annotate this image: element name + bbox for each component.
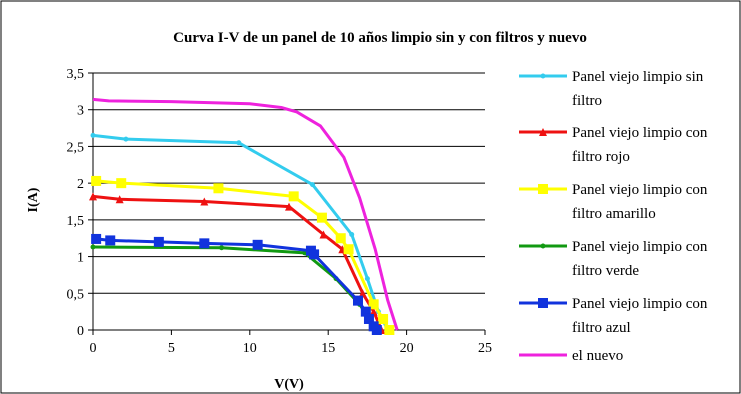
legend-label: Panel viejo limpio sin	[572, 69, 704, 85]
data-point	[319, 230, 328, 239]
legend-label-line2: filtro amarillo	[572, 206, 656, 222]
data-point	[105, 235, 116, 246]
legend-swatch-marker	[540, 243, 546, 249]
x-tick-label: 5	[168, 341, 175, 356]
data-point	[335, 233, 346, 244]
legend-label-line2: filtro	[572, 93, 602, 109]
legend-item: Panel viejo limpio con filtro rojo	[519, 125, 708, 165]
y-tick-label: 0,5	[67, 287, 85, 302]
legend-label: Panel viejo limpio con	[572, 125, 708, 141]
data-point	[310, 182, 316, 188]
data-point	[343, 244, 354, 255]
series-group	[91, 175, 395, 335]
data-point	[252, 239, 263, 250]
data-point	[349, 232, 355, 238]
legend-item: Panel viejo limpio sin filtro	[519, 69, 704, 109]
data-point	[368, 299, 379, 310]
legend-label-line2: filtro azul	[572, 320, 631, 336]
y-axis-label: I(A)	[26, 187, 41, 212]
legend-item: Panel viejo limpio con filtro verde	[519, 239, 708, 279]
data-point	[91, 233, 102, 244]
legend-label-line2: filtro rojo	[572, 149, 630, 165]
data-point	[360, 306, 371, 317]
legend-swatch-marker	[538, 184, 548, 194]
y-tick-label: 3	[77, 104, 84, 119]
legend-item: Panel viejo limpio con filtro amarillo	[519, 182, 708, 222]
y-tick-label: 2	[77, 177, 84, 192]
legend-swatch-marker	[540, 73, 546, 79]
x-tick-label: 20	[400, 341, 414, 356]
data-point	[213, 183, 224, 194]
data-point	[371, 325, 382, 335]
data-point	[89, 192, 97, 201]
data-point	[153, 236, 164, 247]
series-group	[91, 233, 382, 335]
series-group	[92, 97, 399, 331]
x-axis-label: V(V)	[274, 377, 304, 392]
data-point	[219, 245, 225, 251]
data-point	[378, 313, 389, 324]
data-point	[115, 195, 124, 204]
y-tick-label: 1,5	[67, 214, 85, 229]
data-point	[288, 191, 299, 202]
legend-label-line2: filtro verde	[572, 263, 639, 279]
data-point	[90, 132, 96, 138]
data-point	[358, 289, 367, 298]
legend-label: el nuevo	[572, 348, 623, 364]
x-tick-label: 15	[321, 341, 335, 356]
series-line	[95, 179, 391, 331]
data-point	[236, 140, 242, 146]
data-point	[200, 197, 209, 206]
data-point	[91, 175, 102, 186]
data-point	[363, 313, 374, 324]
legend-label: Panel viejo limpio con	[572, 296, 708, 312]
legend-label: Panel viejo limpio con	[572, 182, 708, 198]
chart-title: Curva I-V de un panel de 10 años limpio …	[173, 30, 587, 46]
legend-label: Panel viejo limpio con	[572, 239, 708, 255]
y-tick-label: 3,5	[67, 67, 85, 82]
data-point	[384, 325, 395, 335]
plot-area: 0 0,5 1 1,5 2 2,5 3 3,5 0 5 10 15 20 25	[67, 67, 493, 356]
data-point	[116, 178, 127, 189]
y-tick-label: 0	[77, 324, 84, 339]
data-point	[302, 250, 308, 256]
y-tick-label: 1	[77, 251, 84, 266]
series-line	[92, 97, 399, 331]
data-point	[369, 307, 378, 316]
x-tick-label: 0	[90, 341, 97, 356]
data-point	[316, 212, 327, 223]
legend-item: el nuevo	[519, 348, 623, 364]
legend-swatch-marker	[538, 298, 548, 308]
x-tick-label: 10	[243, 341, 257, 356]
legend-item: Panel viejo limpio con filtro azul	[519, 296, 708, 336]
data-point	[309, 249, 320, 260]
data-point	[352, 295, 363, 306]
data-point	[199, 238, 210, 249]
x-tick-label: 25	[478, 341, 492, 356]
legend-swatch-marker	[539, 128, 547, 136]
data-point	[364, 276, 370, 282]
data-point	[90, 244, 96, 250]
data-point	[285, 202, 293, 211]
y-tick-label: 2,5	[67, 140, 85, 155]
data-point	[123, 136, 129, 142]
